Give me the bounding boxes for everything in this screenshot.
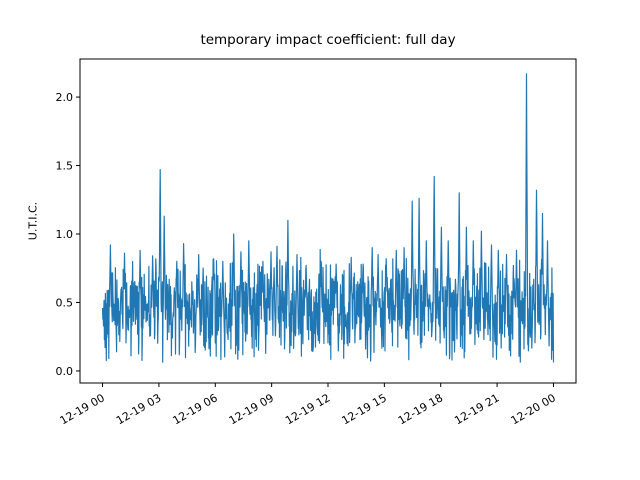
x-tick-label: 12-19 15 bbox=[340, 391, 389, 427]
y-tick-label: 0.5 bbox=[56, 296, 74, 309]
x-tick-label: 12-19 06 bbox=[170, 391, 219, 427]
x-tick-label: 12-19 21 bbox=[452, 391, 501, 427]
chart-title: temporary impact coefficient: full day bbox=[200, 32, 456, 48]
y-tick-label: 1.5 bbox=[56, 160, 74, 173]
x-tick-label: 12-19 09 bbox=[227, 391, 276, 427]
x-tick-label: 12-19 03 bbox=[114, 391, 163, 427]
x-tick-label: 12-20 00 bbox=[509, 391, 558, 427]
x-tick-label: 12-19 12 bbox=[283, 391, 332, 427]
y-tick-label: 1.0 bbox=[56, 228, 74, 241]
x-tick-label: 12-19 18 bbox=[396, 391, 445, 427]
x-tick-label: 12-19 00 bbox=[58, 391, 107, 427]
series-line bbox=[101, 73, 555, 363]
y-tick-label: 2.0 bbox=[56, 91, 74, 104]
y-tick-label: 0.0 bbox=[56, 365, 74, 378]
